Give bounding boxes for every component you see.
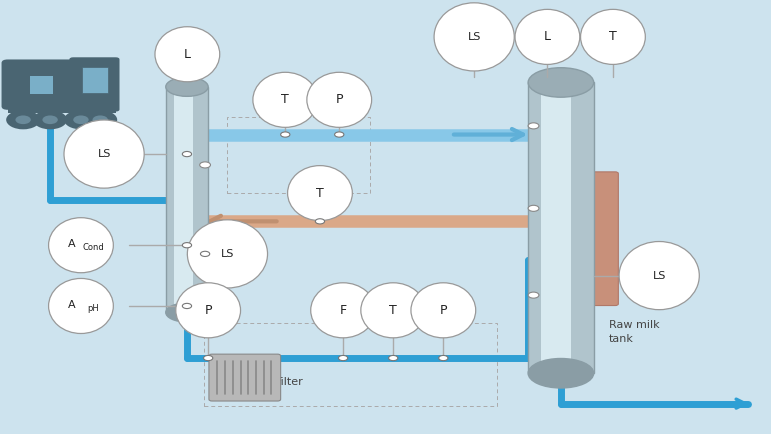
FancyBboxPatch shape [8, 105, 116, 113]
Ellipse shape [49, 218, 113, 273]
FancyBboxPatch shape [166, 87, 208, 312]
FancyBboxPatch shape [69, 57, 120, 112]
Text: P: P [204, 304, 212, 317]
Text: L: L [544, 30, 551, 43]
Text: Filter: Filter [276, 377, 304, 387]
Bar [204, 323, 497, 406]
Text: P: P [439, 304, 447, 317]
Text: T: T [316, 187, 324, 200]
Text: P: P [335, 93, 343, 106]
Ellipse shape [166, 303, 208, 322]
Ellipse shape [361, 283, 426, 338]
Circle shape [93, 115, 108, 124]
FancyBboxPatch shape [209, 354, 281, 401]
Text: Raw milk
tank: Raw milk tank [609, 320, 660, 344]
FancyBboxPatch shape [30, 76, 53, 94]
Circle shape [200, 162, 210, 168]
Text: Cond: Cond [82, 243, 104, 252]
FancyBboxPatch shape [591, 172, 618, 306]
Text: A: A [68, 239, 76, 249]
Ellipse shape [515, 10, 580, 64]
Ellipse shape [528, 358, 594, 388]
Circle shape [182, 243, 191, 248]
Text: A: A [68, 299, 76, 310]
Ellipse shape [253, 72, 318, 127]
Circle shape [182, 151, 191, 157]
Text: LS: LS [221, 249, 234, 259]
Circle shape [204, 355, 213, 361]
Text: L: L [183, 48, 191, 61]
Text: Air
eliminator: Air eliminator [297, 86, 354, 109]
Text: Cooling: Cooling [542, 191, 594, 204]
Circle shape [528, 292, 539, 298]
Ellipse shape [411, 283, 476, 338]
FancyBboxPatch shape [541, 85, 571, 371]
Circle shape [15, 115, 31, 124]
Text: LS: LS [97, 149, 111, 159]
Circle shape [42, 115, 58, 124]
Text: T: T [389, 304, 397, 317]
Ellipse shape [187, 220, 268, 288]
Circle shape [6, 110, 40, 129]
Circle shape [335, 132, 344, 137]
Text: LS: LS [652, 270, 666, 281]
Ellipse shape [166, 77, 208, 96]
Ellipse shape [176, 283, 241, 338]
Circle shape [73, 115, 89, 124]
Circle shape [439, 355, 448, 361]
Circle shape [33, 110, 67, 129]
Ellipse shape [528, 68, 594, 97]
Circle shape [200, 240, 210, 246]
Text: T: T [281, 93, 289, 106]
Circle shape [528, 123, 539, 129]
Text: T: T [609, 30, 617, 43]
Circle shape [338, 355, 348, 361]
Circle shape [315, 219, 325, 224]
Bar [227, 117, 370, 193]
FancyBboxPatch shape [2, 59, 87, 110]
FancyBboxPatch shape [528, 82, 594, 373]
Text: pH: pH [87, 304, 99, 313]
Ellipse shape [307, 72, 372, 127]
Circle shape [182, 303, 191, 309]
Circle shape [281, 132, 290, 137]
Circle shape [200, 251, 210, 256]
Text: LS: LS [467, 32, 481, 42]
Ellipse shape [64, 120, 144, 188]
Circle shape [389, 355, 398, 361]
Ellipse shape [311, 283, 375, 338]
Ellipse shape [155, 27, 220, 82]
Ellipse shape [288, 166, 352, 220]
Ellipse shape [434, 3, 514, 71]
Ellipse shape [581, 10, 645, 64]
Ellipse shape [49, 279, 113, 333]
FancyBboxPatch shape [174, 89, 194, 310]
Text: F: F [339, 304, 347, 317]
Circle shape [83, 110, 117, 129]
Circle shape [528, 205, 539, 211]
FancyBboxPatch shape [82, 67, 108, 93]
Circle shape [64, 110, 98, 129]
Ellipse shape [619, 241, 699, 310]
